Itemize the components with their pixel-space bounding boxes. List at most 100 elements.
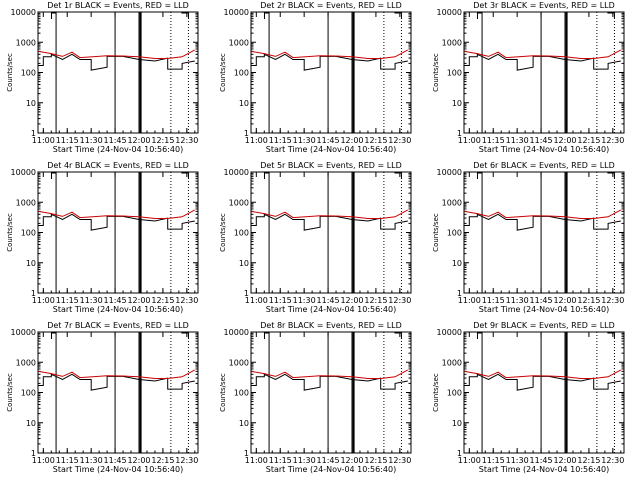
y-tick-label: 10: [239, 99, 249, 108]
series-lld-line: [38, 369, 196, 379]
y-tick-label: 10: [452, 259, 462, 268]
y-tick-label: 10: [452, 419, 462, 428]
x-tick-label: 11:30: [80, 456, 103, 465]
x-tick-label: 11:15: [269, 136, 292, 145]
y-axis-label: Counts/sec: [432, 53, 440, 92]
series-events-line: [38, 373, 195, 391]
x-tick-label: 12:30: [175, 136, 198, 145]
plot-title: Det 1r BLACK = Events, RED = LLD: [47, 1, 189, 10]
plot-title: Det 4r BLACK = Events, RED = LLD: [47, 161, 189, 170]
x-tick-label: 11:15: [482, 136, 505, 145]
x-tick-label: 11:30: [80, 136, 103, 145]
top-marker-left: [263, 172, 270, 179]
series-events-line: [251, 53, 408, 71]
plot-frame: [250, 11, 412, 134]
x-tick-label: 12:15: [151, 136, 174, 145]
x-tick-label: 12:00: [340, 296, 363, 305]
y-tick-label: 1: [31, 449, 36, 458]
y-tick-label: 1000: [442, 198, 462, 207]
top-marker-left: [263, 12, 270, 19]
series-lld-line: [251, 209, 409, 219]
y-tick-label: 1: [244, 129, 249, 138]
plot-title: Det 7r BLACK = Events, RED = LLD: [47, 321, 189, 330]
y-axis-label: Counts/sec: [219, 53, 227, 92]
plot-frame: [250, 171, 412, 294]
x-tick-label: 11:45: [530, 456, 553, 465]
y-axis-label: Counts/sec: [219, 213, 227, 252]
x-tick-label: 11:00: [32, 136, 55, 145]
top-marker-right: [181, 172, 189, 178]
x-tick-label: 11:00: [458, 456, 481, 465]
top-marker-left: [263, 332, 270, 339]
top-marker-left: [476, 172, 483, 179]
x-tick-label: 12:15: [151, 296, 174, 305]
x-tick-label: 11:30: [506, 296, 529, 305]
y-tick-label: 10000: [11, 8, 36, 17]
x-tick-label: 12:00: [553, 296, 576, 305]
y-tick-label: 1: [244, 449, 249, 458]
x-tick-label: 11:45: [317, 296, 340, 305]
x-tick-label: 12:00: [553, 136, 576, 145]
x-tick-label: 12:30: [388, 136, 411, 145]
x-tick-label: 12:30: [601, 296, 624, 305]
x-tick-label: 12:15: [151, 456, 174, 465]
plot-panel-3: Det 3r BLACK = Events, RED = LLD 1 10 100 10…: [432, 1, 625, 154]
y-tick-label: 1: [31, 289, 36, 298]
x-axis-label: Start Time (24-Nov-04 10:56:40): [266, 305, 396, 314]
y-tick-label: 1000: [442, 38, 462, 47]
y-axis-label: Counts/sec: [6, 373, 14, 412]
x-tick-label: 11:15: [269, 456, 292, 465]
x-tick-label: 12:15: [364, 456, 387, 465]
series-lld-line: [464, 369, 622, 379]
y-tick-label: 100: [21, 229, 36, 238]
y-tick-label: 10000: [224, 8, 249, 17]
x-axis-label: Start Time (24-Nov-04 10:56:40): [479, 305, 609, 314]
x-axis-label: Start Time (24-Nov-04 10:56:40): [266, 145, 396, 154]
x-tick-label: 11:45: [317, 136, 340, 145]
x-tick-label: 11:15: [482, 296, 505, 305]
series-lld-line: [251, 49, 409, 59]
top-marker-right: [181, 332, 189, 338]
top-marker-left: [476, 12, 483, 19]
y-tick-label: 10: [26, 419, 36, 428]
y-tick-label: 1: [457, 129, 462, 138]
top-marker-left: [50, 12, 57, 19]
plot-panel-1: Det 1r BLACK = Events, RED = LLD 1 10 100 10…: [6, 1, 199, 154]
top-marker-left: [50, 332, 57, 339]
x-tick-label: 12:00: [340, 456, 363, 465]
plot-frame: [37, 11, 199, 134]
series-events-line: [251, 373, 408, 391]
plot-panel-5: Det 5r BLACK = Events, RED = LLD 1 10 100 10…: [219, 161, 412, 314]
y-tick-label: 1: [244, 289, 249, 298]
series-events-line: [38, 53, 195, 71]
x-tick-label: 11:45: [104, 136, 127, 145]
plot-title: Det 3r BLACK = Events, RED = LLD: [473, 1, 615, 10]
top-marker-right: [607, 172, 615, 178]
top-marker-right: [607, 12, 615, 18]
top-marker-left: [50, 172, 57, 179]
x-tick-label: 11:15: [56, 296, 79, 305]
x-tick-label: 11:45: [104, 296, 127, 305]
y-tick-label: 1000: [229, 358, 249, 367]
y-tick-label: 1000: [16, 358, 36, 367]
x-tick-label: 11:00: [245, 456, 268, 465]
x-tick-label: 11:00: [32, 296, 55, 305]
y-tick-label: 1: [457, 449, 462, 458]
y-tick-label: 100: [234, 229, 249, 238]
plot-frame: [250, 331, 412, 454]
x-tick-label: 11:00: [32, 456, 55, 465]
y-tick-label: 1000: [229, 198, 249, 207]
x-tick-label: 11:30: [293, 296, 316, 305]
series-events-line: [464, 373, 621, 391]
y-tick-label: 10000: [11, 328, 36, 337]
y-tick-label: 1000: [229, 38, 249, 47]
x-tick-label: 11:00: [245, 296, 268, 305]
x-tick-label: 11:15: [482, 456, 505, 465]
y-axis-label: Counts/sec: [432, 373, 440, 412]
plot-panel-9: Det 9r BLACK = Events, RED = LLD 1 10 100 10…: [432, 321, 625, 474]
x-tick-label: 12:30: [601, 136, 624, 145]
top-marker-right: [394, 12, 402, 18]
y-tick-label: 10000: [11, 168, 36, 177]
series-lld-line: [464, 209, 622, 219]
plot-frame: [37, 171, 199, 294]
